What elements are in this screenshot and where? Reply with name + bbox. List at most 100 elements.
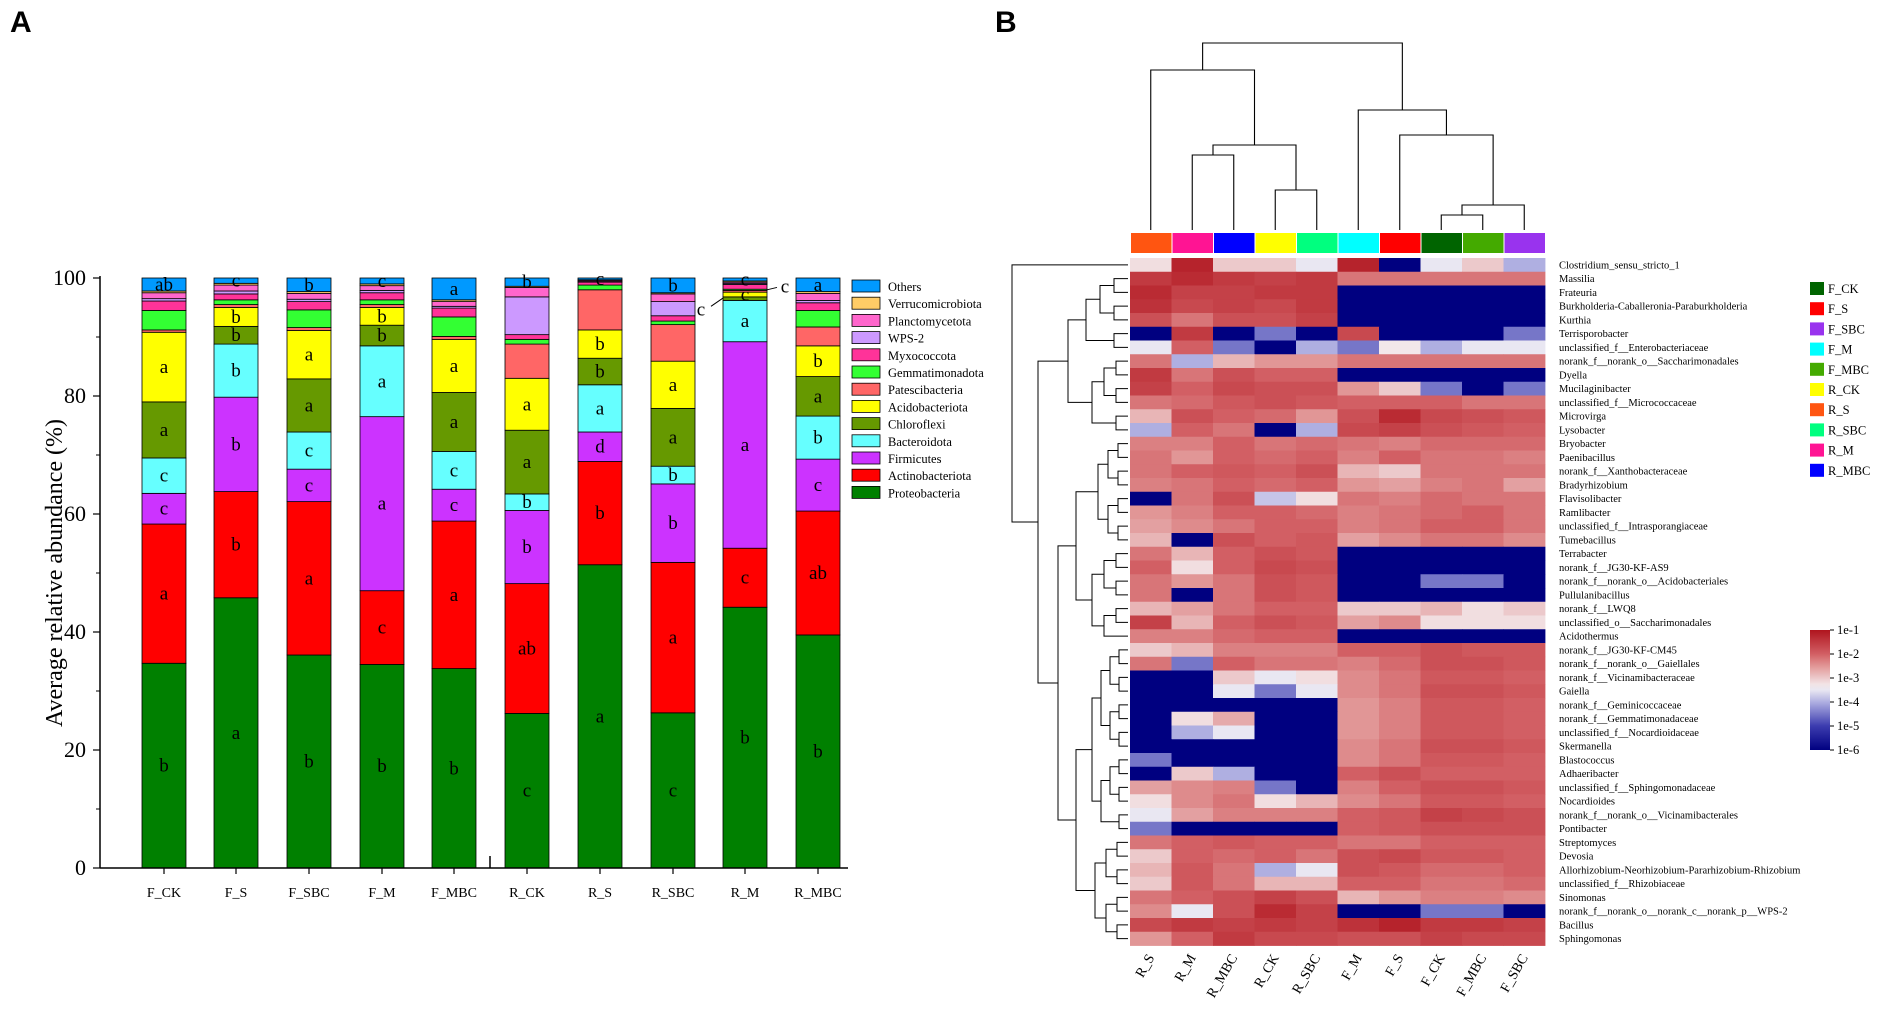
heatmap-cell [1130,491,1172,506]
heatmap-cell [1337,615,1380,630]
heatmap-cell [1337,601,1380,616]
bar-segment-f_sbc-proteobacteria [286,654,332,869]
heatmap-cell [1503,340,1546,355]
heatmap-cell [1130,780,1172,795]
heatmap-cell [1171,766,1214,781]
group-legend-label-f_sbc: F_SBC [1828,322,1865,336]
bar-segment-f_m-gemmatimonadota [359,299,405,305]
heatmap-cell [1171,753,1214,768]
colorbar-gradient-bar [1810,630,1830,750]
heatmap-cell [1337,560,1380,575]
y-tick-label: 100 [53,265,86,290]
panel-a-chart: baccaaababbbbbcbaccaabbcaabbcbaccaaacabb… [42,265,984,901]
row-dendrogram-branch [1116,924,1128,940]
heatmap-cell [1171,684,1214,699]
x-tick-label: F_MBC [431,886,477,901]
heatmap-cell [1420,313,1463,328]
bar-segment-r_s-chloroflexi [577,357,623,386]
heatmap-cell [1337,381,1380,396]
bar-segment-r_ck-patescibacteria [504,343,550,379]
heatmap-cell [1254,835,1297,850]
heatmap-cell [1254,766,1297,781]
colorbar: 1e-1 1e-2 1e-3 1e-4 1e-5 1e-6 [1810,623,1860,757]
bar-segment-r_mbc-patescibacteria [795,326,841,347]
heatmap-cell [1130,711,1172,726]
heatmap-cell [1130,615,1172,630]
bar-segment-r_ck-acidobacteriota [504,377,550,431]
heatmap-cell [1171,588,1214,603]
row-dendrogram-branch [1094,862,1106,919]
row-dendrogram-branch [1037,360,1068,684]
significance-letter: ab [155,274,173,295]
heatmap-cell [1462,684,1504,699]
heatmap-cell [1379,808,1421,823]
heatmap-cell [1213,395,1255,410]
heatmap-cell [1462,464,1504,479]
colorbar-tick-label: 1e-4 [1837,695,1860,709]
heatmap-cell [1420,423,1463,438]
significance-letter: b [377,306,387,327]
bar-segment-f_ck-gemmatimonadota [141,310,187,331]
row-dendrogram-branch [1115,608,1128,623]
heatmap-cell [1462,601,1504,616]
column-color-r_sbc [1297,233,1338,253]
heatmap-cell [1296,918,1338,933]
heatmap-cell [1337,546,1380,561]
row-dendrogram-branch [1118,786,1128,802]
heatmap-cell [1379,766,1421,781]
heatmap-cell [1462,423,1504,438]
heatmap-cell [1296,753,1338,768]
bar-segment-r_m-bacteroidota [722,300,768,343]
heatmap-cell [1213,601,1255,616]
bar-segment-r_mbc-myxococcota [795,302,841,311]
significance-letter: c [741,269,749,290]
heatmap-cell [1296,904,1338,919]
taxa-labels: Clostridium_sensu_stricto_1 Massilia Frate… [1559,260,1800,945]
heatmap-cell [1296,409,1338,424]
legend-swatch-verrucomicrobiota [851,296,881,310]
taxon-label: norank_f__norank_o__Vicinamibacterales [1559,810,1738,821]
bar-segment-f_mbc-myxococcota [431,307,477,318]
bar-segment-f_sbc-actinobacteriota [286,501,332,656]
heatmap-cell [1462,931,1504,946]
row-dendrogram-branch [1109,711,1119,740]
heatmap-cell [1379,656,1421,671]
heatmap-cell [1213,258,1255,273]
bar-segment-r_mbc-firmicutes [795,458,841,512]
heatmap-cell [1503,931,1546,946]
heatmap-cell [1420,258,1463,273]
heatmap-cell [1296,560,1338,575]
heatmap-cell [1254,904,1297,919]
heatmap-cell [1130,299,1172,314]
heatmap-cell [1503,258,1546,273]
heatmap-cell [1254,450,1297,465]
heatmap-cell [1462,354,1504,369]
heatmap-cell [1379,299,1421,314]
colorbar-tick-label: 1e-2 [1837,647,1859,661]
row-dendrogram-branch [1105,848,1117,878]
heatmap-cell [1130,285,1172,300]
heatmap-cell [1503,423,1546,438]
heatmap-cell [1296,450,1338,465]
bar-segment-r_sbc-others [650,277,696,294]
sample-label: R_M [1172,952,1200,985]
heatmap-cell [1213,904,1255,919]
heatmap-cell [1171,629,1214,644]
heatmap-cell [1254,299,1297,314]
significance-letter: b [668,275,678,296]
heatmap-cell [1254,271,1297,286]
bar-segment-r_m-others [722,277,768,282]
significance-letter: b [159,756,169,777]
heatmap-cell [1213,780,1255,795]
bar-segment-r_mbc-gemmatimonadota [795,310,841,328]
significance-letter: a [814,386,823,407]
heatmap-cell [1462,656,1504,671]
taxon-label: norank_f__JG30-KF-AS9 [1559,563,1669,574]
heatmap-cell [1213,491,1255,506]
group-legend-swatch-f_sbc [1810,322,1824,336]
heatmap-cell [1296,643,1338,658]
dendrogram-branch [1440,214,1484,230]
bar-segment-f_mbc-gemmatimonadota [431,316,477,337]
heatmap-cell [1420,271,1463,286]
panel-b-label: B [995,6,1017,39]
